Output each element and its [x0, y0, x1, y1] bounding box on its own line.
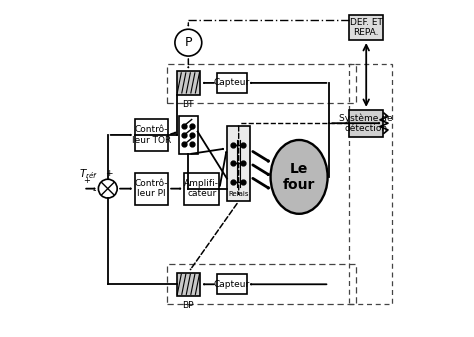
Bar	[349, 110, 383, 136]
Bar	[135, 119, 168, 151]
Bar	[349, 15, 383, 40]
Bar	[349, 64, 392, 304]
Text: DEF. ET
REPA.: DEF. ET REPA.	[350, 18, 383, 37]
Text: Contrô-
leur TOR: Contrô- leur TOR	[132, 125, 171, 145]
Bar	[217, 274, 247, 294]
Text: Le
four: Le four	[283, 162, 315, 192]
Text: +: +	[105, 168, 113, 178]
Text: $T_{réf}$: $T_{réf}$	[79, 167, 98, 181]
Text: P: P	[184, 36, 192, 49]
Bar	[177, 71, 200, 95]
Text: Système de
détection: Système de détection	[339, 113, 393, 133]
Bar	[135, 173, 168, 205]
Bar	[177, 273, 200, 296]
Text: BT: BT	[182, 100, 194, 109]
Text: Amplifi-
cateur: Amplifi- cateur	[184, 179, 219, 198]
Bar	[166, 264, 356, 304]
Text: Contrô-
leur PI: Contrô- leur PI	[135, 179, 168, 198]
Text: +: +	[83, 176, 90, 185]
Text: BP: BP	[182, 301, 194, 310]
Circle shape	[175, 29, 202, 56]
Text: Capteur: Capteur	[214, 280, 250, 289]
Bar	[217, 73, 247, 93]
Ellipse shape	[271, 140, 328, 214]
Bar	[227, 126, 250, 201]
Text: -: -	[92, 185, 96, 195]
Bar	[179, 116, 198, 154]
Text: Capteur: Capteur	[214, 79, 250, 87]
Text: Relais: Relais	[228, 191, 249, 197]
Bar	[184, 173, 219, 205]
Bar	[166, 64, 356, 103]
Circle shape	[99, 179, 117, 198]
